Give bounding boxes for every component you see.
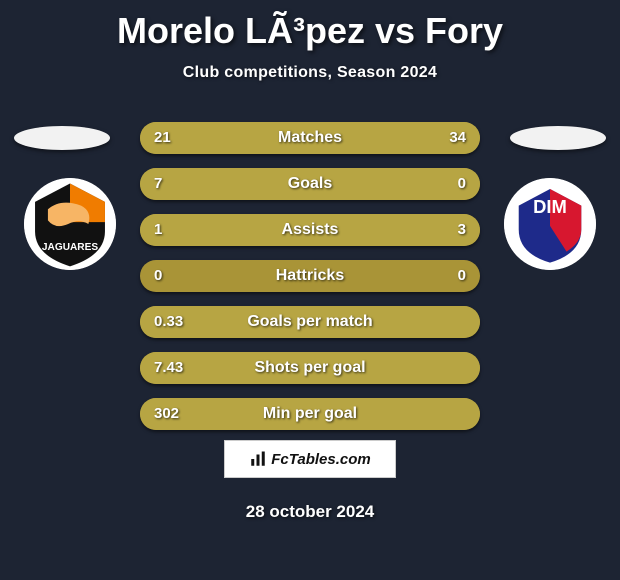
bar-chart-icon xyxy=(249,450,267,468)
page-subtitle: Club competitions, Season 2024 xyxy=(0,64,620,82)
stat-label: Goals xyxy=(140,168,480,200)
player-left-marker xyxy=(14,126,110,150)
page-title: Morelo LÃ³pez vs Fory xyxy=(0,0,620,52)
svg-text:DIM: DIM xyxy=(533,196,567,217)
stat-row: 302Min per goal xyxy=(140,398,480,430)
stat-label: Matches xyxy=(140,122,480,154)
stat-label: Goals per match xyxy=(140,306,480,338)
stat-label: Hattricks xyxy=(140,260,480,292)
player-right-marker xyxy=(510,126,606,150)
stats-container: 2134Matches 70Goals 13Assists 00Hattricks 0.… xyxy=(140,122,480,444)
svg-text:JAGUARES: JAGUARES xyxy=(42,242,98,253)
watermark: FcTables.com xyxy=(224,440,396,478)
stat-row: 00Hattricks xyxy=(140,260,480,292)
stat-row: 70Goals xyxy=(140,168,480,200)
stat-label: Shots per goal xyxy=(140,352,480,384)
watermark-text: FcTables.com xyxy=(271,451,370,468)
team-badge-left: JAGUARES xyxy=(24,178,116,270)
jaguares-logo-icon: JAGUARES xyxy=(24,178,116,270)
stat-label: Min per goal xyxy=(140,398,480,430)
stat-row: 2134Matches xyxy=(140,122,480,154)
stat-label: Assists xyxy=(140,214,480,246)
stat-row: 13Assists xyxy=(140,214,480,246)
stat-row: 0.33Goals per match xyxy=(140,306,480,338)
footer-date: 28 october 2024 xyxy=(0,502,620,522)
team-badge-right: DIM xyxy=(504,178,596,270)
stat-row: 7.43Shots per goal xyxy=(140,352,480,384)
dim-logo-icon: DIM xyxy=(504,178,596,270)
